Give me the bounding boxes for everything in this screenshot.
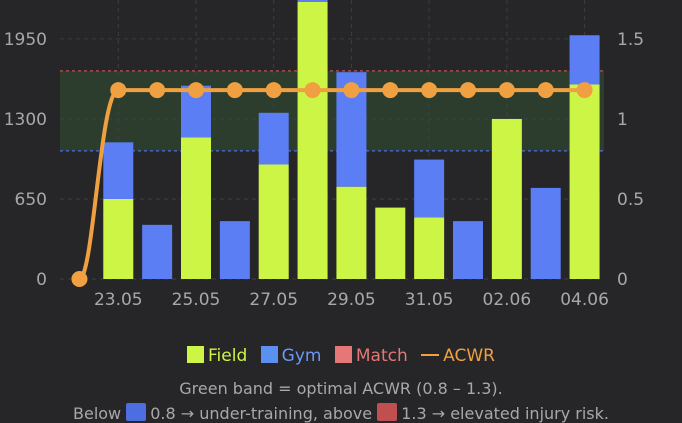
chart-legend: Field Gym Match ACWR: [0, 346, 682, 366]
note-optimal-band: Green band = optimal ACWR (0.8 – 1.3).: [179, 379, 503, 398]
acwr-point: [226, 82, 243, 99]
acwr-point: [460, 82, 476, 99]
acwr-point: [382, 82, 399, 99]
bar-gym: [414, 159, 445, 218]
y-left-tick-label: 650: [15, 190, 47, 210]
bar-gym: [453, 221, 483, 279]
acwr-point: [576, 82, 593, 99]
acwr-point: [149, 82, 166, 99]
bar-field: [414, 217, 445, 279]
bar-field: [103, 198, 134, 279]
acwr-training-load-chart: 0 650 1300 1950 0 0.5 1 1.5 23.05 25.05 27.05 29.05…: [4, 0, 644, 310]
bar-field: [569, 84, 600, 280]
chart-note-line-1: Green band = optimal ACWR (0.8 – 1.3).: [0, 379, 682, 398]
bar-field: [297, 2, 328, 279]
bar-field: [336, 186, 367, 279]
acwr-point: [537, 82, 554, 99]
legend-swatch-match: [334, 346, 352, 363]
bar-gym: [530, 187, 561, 279]
legend-label-match: Match: [355, 346, 408, 366]
acwr-point: [110, 82, 127, 99]
bar-gym: [258, 112, 289, 165]
note-over-swatch: [377, 403, 398, 421]
legend-item-gym[interactable]: Gym: [260, 346, 322, 366]
legend-item-field[interactable]: Field: [187, 346, 247, 366]
legend-label-field: Field: [208, 346, 248, 366]
y-right-tick-label: 1.5: [617, 30, 644, 50]
bar-gym: [219, 221, 250, 279]
x-tick-label: 29.05: [327, 290, 376, 310]
bar-field: [258, 164, 289, 279]
chart-note-line-2: Below 0.8 → under-training, above 1.3 → …: [0, 403, 682, 423]
legend-label-acwr: ACWR: [443, 346, 495, 366]
legend-item-match[interactable]: Match: [334, 346, 408, 366]
acwr-point: [304, 82, 321, 99]
x-tick-label: 31.05: [405, 290, 454, 310]
x-tick-label: 27.05: [249, 290, 298, 310]
bar-field: [375, 207, 406, 279]
bar-field: [181, 137, 211, 279]
y-left-tick-label: 1300: [4, 110, 47, 130]
bar-gym: [103, 142, 134, 199]
optimal-acwr-band: [60, 70, 604, 151]
legend-swatch-field: [187, 346, 205, 363]
acwr-point: [188, 82, 204, 99]
y-right-tick-label: 0: [617, 270, 628, 290]
note-under-swatch: [126, 403, 147, 421]
x-tick-label: 25.05: [172, 290, 221, 310]
y-right-tick-label: 1: [617, 110, 628, 130]
acwr-point: [71, 271, 88, 287]
acwr-point: [343, 82, 360, 99]
x-tick-label: 04.06: [560, 290, 609, 310]
legend-swatch-gym: [260, 346, 278, 363]
y-right-tick-label: 0.5: [617, 190, 644, 210]
legend-line-acwr: [421, 354, 440, 356]
acwr-point: [265, 82, 282, 99]
x-tick-label: 23.05: [94, 290, 143, 310]
legend-item-acwr[interactable]: ACWR: [421, 346, 495, 366]
bar-gym: [142, 224, 173, 279]
y-left-tick-label: 1950: [4, 30, 47, 50]
y-left-tick-label: 0: [36, 270, 47, 290]
legend-label-gym: Gym: [281, 346, 322, 366]
x-tick-label: 02.06: [483, 290, 532, 310]
bar-field: [491, 118, 522, 279]
bar-gym: [297, 0, 328, 2]
acwr-point: [498, 82, 515, 99]
acwr-point: [421, 82, 438, 99]
bar-gym: [569, 35, 600, 85]
